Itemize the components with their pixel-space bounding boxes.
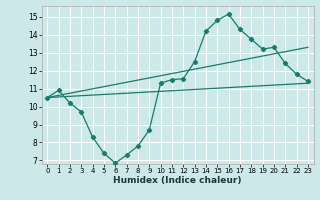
X-axis label: Humidex (Indice chaleur): Humidex (Indice chaleur) bbox=[113, 176, 242, 185]
